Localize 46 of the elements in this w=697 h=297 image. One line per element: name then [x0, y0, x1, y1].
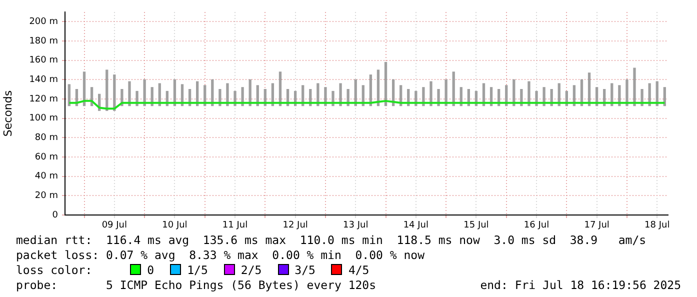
text: 2/5: [240, 263, 262, 277]
text: median rtt: 116.4 ms avg 135.6 ms max 110.0 ms min 118.5 ms now 3.0 ms sd 38.9 am/s: [16, 233, 646, 247]
y-tick-label: 120 m: [29, 94, 58, 104]
x-tick-label: 18 Jul: [644, 220, 670, 231]
bar: [633, 68, 636, 106]
bar: [316, 83, 320, 106]
x-tick-label: 09 Jul: [102, 220, 127, 231]
x-tick-label: 13 Jul: [343, 220, 368, 231]
bar: [618, 85, 621, 106]
bar: [663, 87, 666, 106]
text: packet loss: 0.07 % avg 8.33 % max 0.00 % min 0.00 % now: [16, 248, 424, 262]
x-tick-label: 14 Jul: [403, 220, 428, 231]
x-tick-label: 11 Jul: [222, 220, 248, 231]
y-tick-label: 20 m: [34, 191, 58, 202]
y-tick-label: 60 m: [34, 152, 58, 162]
text: 4/5: [348, 263, 370, 277]
y-tick-label: 40 m: [34, 172, 58, 182]
y-tick-label: 0: [52, 210, 58, 220]
bar: [626, 79, 628, 106]
x-tick-label: 16 Jul: [524, 220, 550, 231]
text: loss color:: [16, 263, 92, 277]
text: 3/5: [294, 263, 316, 277]
bar: [128, 81, 131, 106]
bar: [648, 83, 651, 106]
y-tick-label: 80 m: [34, 133, 58, 144]
bar: [444, 79, 448, 106]
bar: [143, 79, 146, 106]
y-tick-label: 140 m: [29, 75, 58, 86]
y-tick-label: 100 m: [29, 114, 58, 124]
text: probe: 5 ICMP Echo Pings (56 Bytes) every 120s: [16, 278, 376, 292]
y-axis-title: Seconds: [1, 90, 14, 137]
text: 0: [147, 263, 154, 277]
text: 1/5: [187, 263, 208, 277]
x-tick-label: 17 Jul: [584, 220, 610, 231]
x-tick-label: 10 Jul: [162, 220, 188, 231]
bar: [106, 70, 108, 111]
text: end: Fri Jul 18 16:19:56 2025: [480, 278, 681, 292]
y-tick-label: 200 m: [29, 17, 58, 28]
bar: [528, 81, 530, 106]
bar: [430, 81, 432, 106]
y-tick-label: 160 m: [29, 56, 58, 66]
y-tick-label: 180 m: [29, 36, 58, 46]
bar: [339, 83, 342, 106]
x-tick-label: 12 Jul: [282, 220, 308, 231]
bar: [226, 83, 229, 106]
x-tick-label: 15 Jul: [464, 220, 489, 231]
